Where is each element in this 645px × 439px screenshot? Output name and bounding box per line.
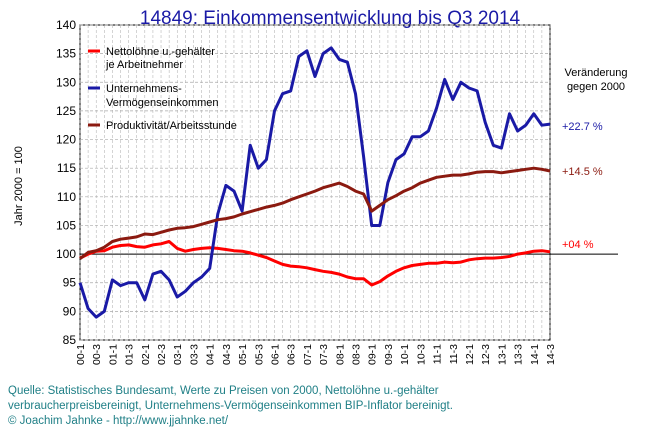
x-axis-ticks: 00-1 00-3 01-1 01-3 02-1 02-3 03-1 03-3 04-1 04-3… <box>75 344 557 365</box>
x-tick-label: 08-3 <box>351 344 363 365</box>
legend-label-nettoloehne-1: Nettolöhne u.-gehälter <box>106 46 215 58</box>
change-header-1: Veränderung <box>565 67 628 79</box>
y-tick-label: 140 <box>56 18 76 32</box>
x-tick-label: 02-1 <box>140 344 152 365</box>
y-tick-label: 90 <box>63 304 77 318</box>
y-tick-label: 125 <box>56 104 76 118</box>
y-tick-label: 130 <box>56 75 76 89</box>
y-tick-label: 100 <box>56 247 76 261</box>
x-tick-label: 04-1 <box>205 344 217 365</box>
y-tick-label: 135 <box>56 47 76 61</box>
y-tick-label: 120 <box>56 133 76 147</box>
y-tick-label: 85 <box>63 333 77 347</box>
series-line-produktivitaet <box>79 166 551 260</box>
x-tick-label: 05-1 <box>237 344 249 365</box>
x-tick-label: 05-3 <box>253 344 265 365</box>
legend-label-unternehmens-2: Vermögenseinkommen <box>106 97 219 109</box>
x-tick-label: 10-1 <box>399 344 411 365</box>
x-tick-label: 03-1 <box>172 344 184 365</box>
x-tick-label: 04-3 <box>221 344 233 365</box>
x-tick-label: 14-3 <box>545 344 557 365</box>
series-line-nettoloehne <box>79 240 551 287</box>
x-tick-label: 01-3 <box>124 344 136 365</box>
x-tick-label: 00-3 <box>91 344 103 365</box>
change-produktivitaet: +14.5 % <box>562 166 603 178</box>
legend: Nettolöhne u.-gehälter je Arbeitnehmer U… <box>88 46 237 132</box>
x-tick-label: 12-1 <box>464 344 476 365</box>
change-nettoloehne: +04 % <box>562 239 594 251</box>
legend-label-produktivitaet: Produktivität/Arbeitsstunde <box>106 120 237 132</box>
change-annotations: Veränderung gegen 2000 +22.7 % +14.5 % +… <box>562 67 628 251</box>
source-footer: Quelle: Statistisches Bundesamt, Werte z… <box>8 384 638 429</box>
x-tick-label: 13-3 <box>513 344 525 365</box>
grid <box>79 24 618 341</box>
change-unternehmens: +22.7 % <box>562 121 603 133</box>
x-tick-label: 09-3 <box>383 344 395 365</box>
x-tick-label: 08-1 <box>334 344 346 365</box>
footer-line-2: verbraucherpreisbereinigt, Unternehmens-… <box>8 400 453 412</box>
change-header-2: gegen 2000 <box>567 81 625 93</box>
y-axis-ticks: 85 90 95 100 105 110 115 120 125 130 135 140 <box>56 18 76 347</box>
x-tick-label: 14-1 <box>529 344 541 365</box>
y-tick-label: 115 <box>57 161 76 175</box>
x-tick-label: 12-3 <box>480 344 492 365</box>
chart: 14849: Einkommensentwicklung bis Q3 2014… <box>13 8 628 365</box>
y-tick-label: 95 <box>63 276 77 290</box>
x-tick-label: 11-1 <box>432 344 444 364</box>
x-tick-label: 02-3 <box>156 344 168 365</box>
legend-label-nettoloehne-2: je Arbeitnehmer <box>105 59 183 71</box>
x-tick-label: 00-1 <box>75 344 87 365</box>
footer-line-1: Quelle: Statistisches Bundesamt, Werte z… <box>8 385 439 397</box>
y-axis-label: Jahr 2000 = 100 <box>13 146 25 226</box>
footer-line-3: © Joachim Jahnke - http://www.jjahnke.ne… <box>8 415 229 427</box>
series-lines <box>78 46 551 319</box>
legend-label-unternehmens-1: Unternehmens- <box>106 83 182 95</box>
x-tick-label: 10-3 <box>415 344 427 365</box>
chart-title: 14849: Einkommensentwicklung bis Q3 2014 <box>140 8 521 29</box>
y-tick-label: 105 <box>56 218 76 232</box>
x-tick-label: 07-1 <box>302 344 314 365</box>
x-tick-label: 07-3 <box>318 344 330 365</box>
x-tick-label: 09-1 <box>367 344 379 365</box>
x-tick-label: 06-3 <box>286 344 298 365</box>
x-tick-label: 11-3 <box>448 344 460 364</box>
y-tick-label: 110 <box>57 190 76 204</box>
series-line-unternehmens <box>78 46 551 319</box>
x-tick-label: 13-1 <box>496 344 508 365</box>
x-tick-label: 06-1 <box>269 344 281 365</box>
x-tick-label: 03-3 <box>188 344 200 365</box>
x-tick-label: 01-1 <box>107 344 119 365</box>
